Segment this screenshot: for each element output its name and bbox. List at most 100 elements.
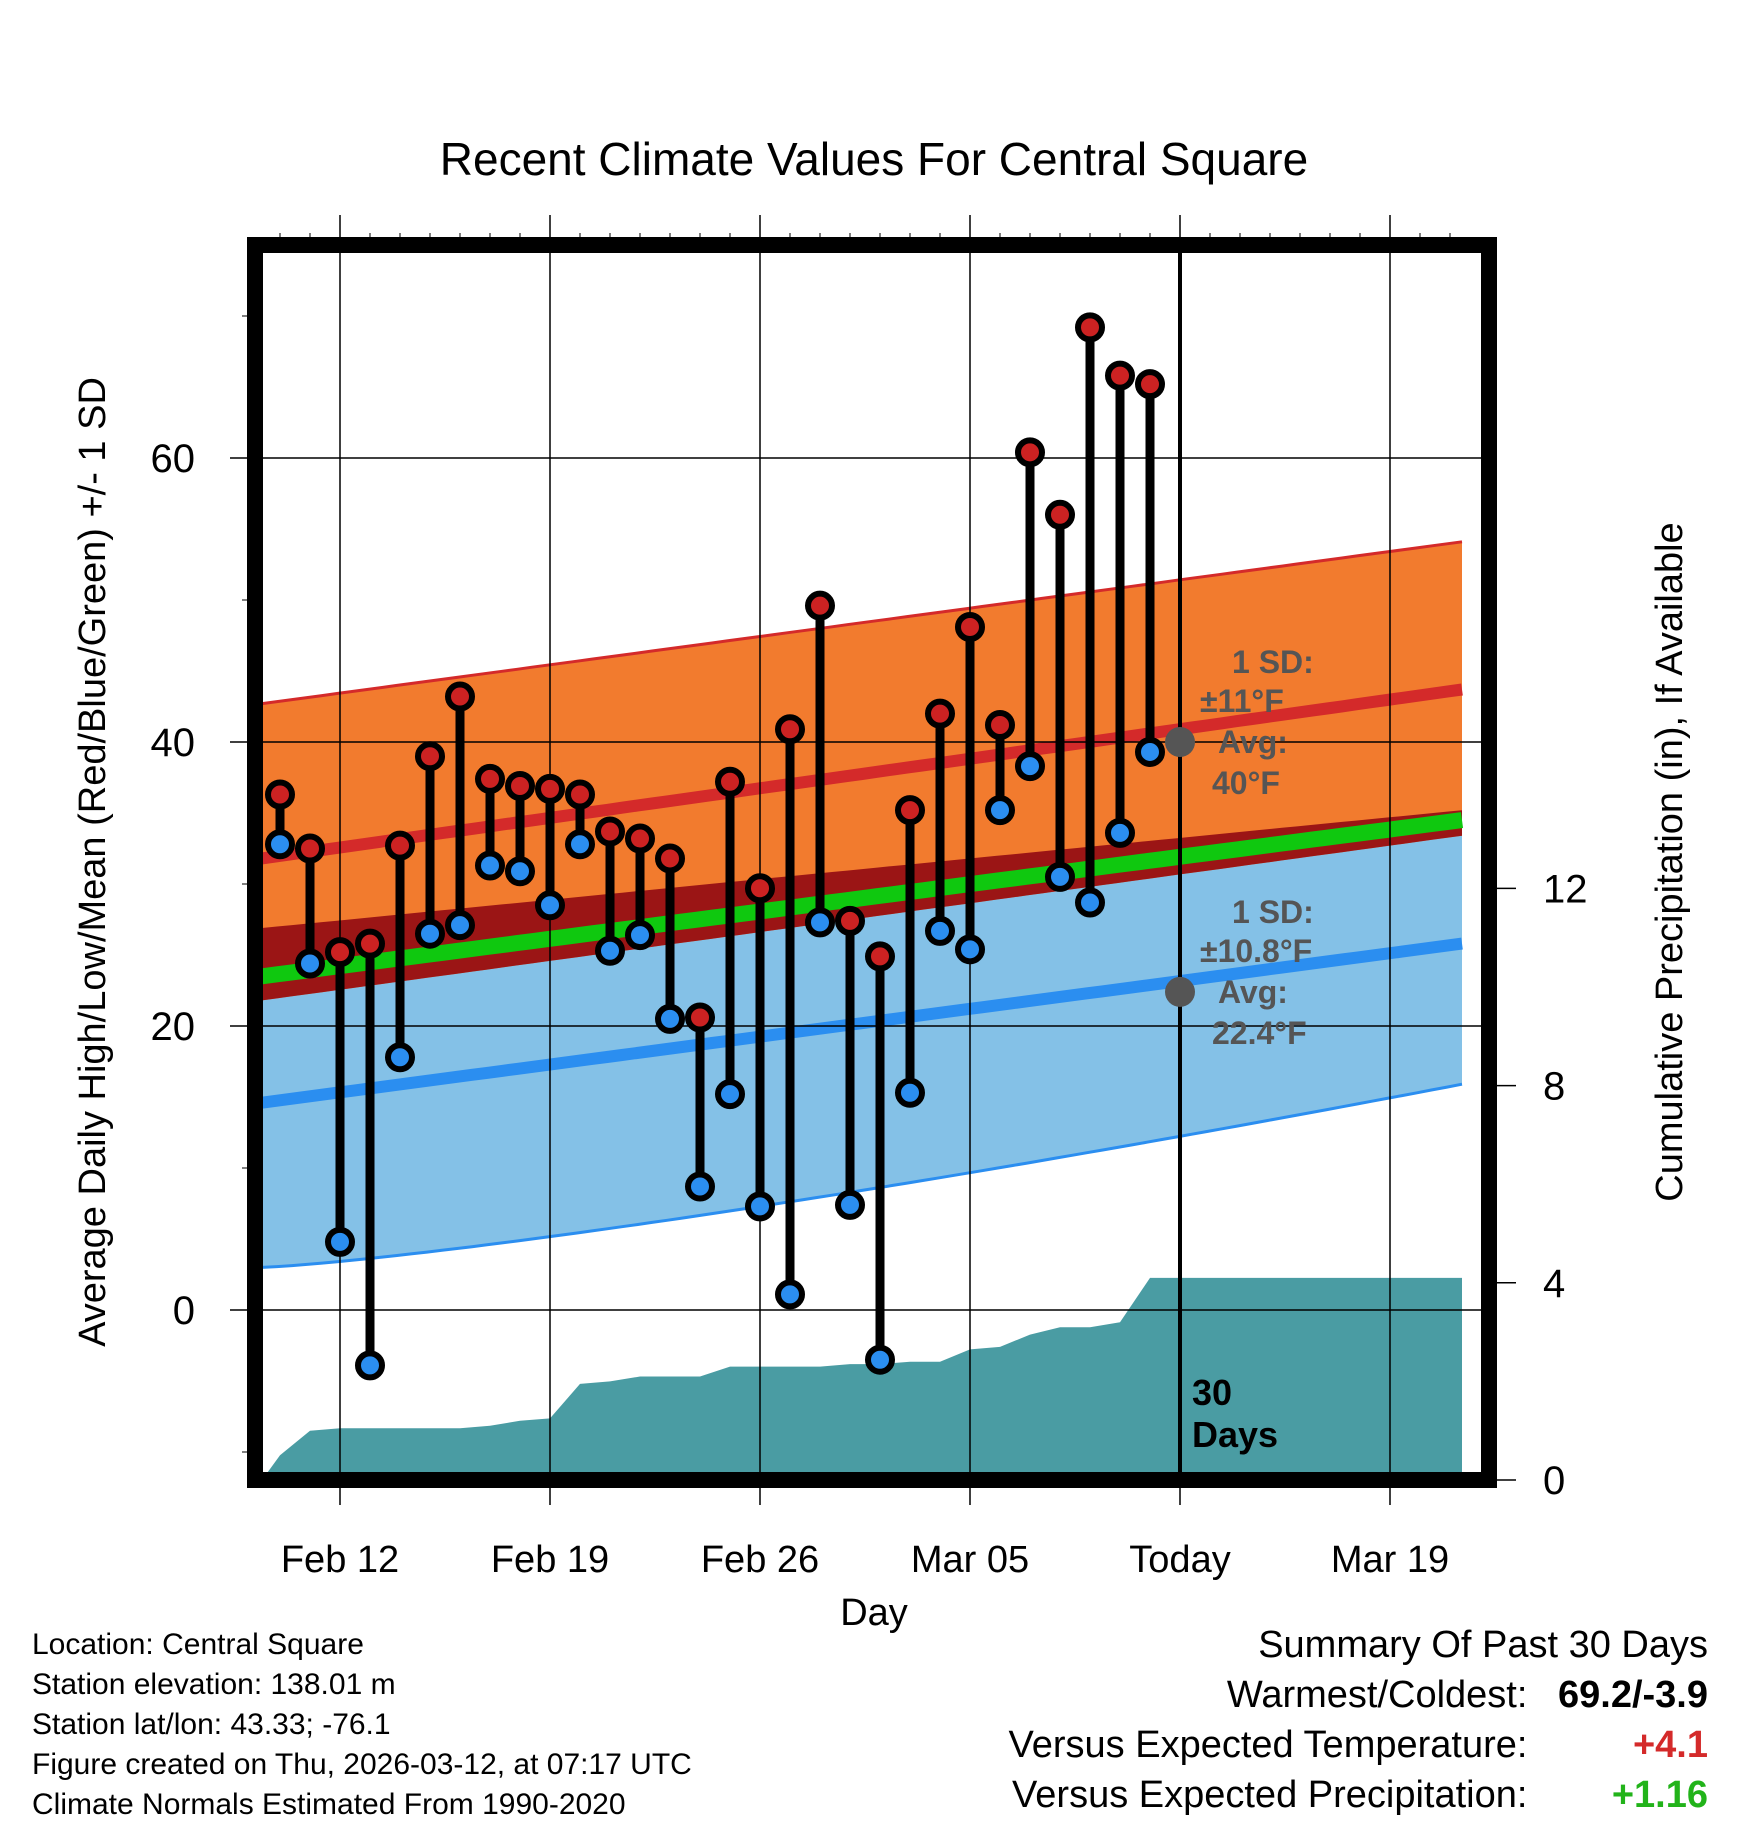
high-temp-point [1075,312,1105,343]
low-temp-point [655,1003,685,1034]
high-temp-point [835,905,865,936]
x-tick-label: Feb 12 [281,1539,399,1581]
low-temp-point [1015,751,1045,782]
high-temp-point [415,741,445,772]
low-temp-point [835,1189,865,1220]
high-temp-point [805,590,835,621]
high-temp-point [985,709,1015,740]
low-temp-point [955,934,985,965]
low-temp-point [865,1344,895,1375]
low-annotation-line-2: ±10.8°F [1200,933,1312,969]
high-temp-point [895,795,925,826]
high-temp-point [715,766,745,797]
high-temp-point [565,779,595,810]
high-temp-point [595,816,625,847]
high-temp-point [745,873,775,904]
high-annotation-line-2: ±11°F [1200,683,1284,719]
summary-temp-row: Versus Expected Temperature: +4.1 [1009,1720,1708,1770]
x-tick-label: Feb 19 [491,1539,609,1581]
high-temp-point [685,1002,715,1033]
low-annotation-line-1: 1 SD: [1232,894,1314,930]
low-temp-point [295,948,325,979]
high-temp-point [865,941,895,972]
location-text: Location: Central Square [32,1628,364,1661]
x-tick-label: Today [1129,1539,1230,1581]
high-temp-point [1045,499,1075,530]
low-temp-point [595,935,625,966]
low-avg-marker [1165,976,1195,1007]
temp-label: Versus Expected Temperature: [1008,1724,1528,1766]
x-tick-label: Feb 26 [701,1539,819,1581]
high-annotation-line-4: 40°F [1212,765,1280,801]
high-temp-point [445,681,475,712]
y2-tick-label: 0 [1543,1459,1565,1503]
low-temp-point [505,856,535,887]
low-temp-point [1075,887,1105,918]
x-tick-label: Mar 19 [1331,1539,1449,1581]
plot-area [262,540,1464,1475]
y2-tick-label: 12 [1543,867,1588,911]
low-temp-point [385,1042,415,1073]
high-temp-point [325,937,355,968]
x-axis-label: Day [840,1592,908,1634]
latlon-text: Station lat/lon: 43.33; -76.1 [32,1708,391,1741]
high-sd-upper-edge [262,540,1463,706]
created-text: Figure created on Thu, 2026-03-12, at 07… [32,1748,692,1781]
low-temp-point [1105,817,1135,848]
high-temp-point [295,833,325,864]
warmest-label: Warmest/Coldest: [1226,1674,1528,1716]
low-temp-point [415,918,445,949]
high-temp-point [655,843,685,874]
high-temp-point [775,714,805,745]
normals-text: Climate Normals Estimated From 1990-2020 [32,1788,626,1821]
low-temp-point [715,1079,745,1110]
low-temp-point [355,1350,385,1381]
high-temp-point [1105,360,1135,391]
axes: Feb 12 Feb 19 Feb 26 Mar 05 Today Mar 1902040… [151,215,1588,1581]
y-tick-label: 20 [151,1005,196,1049]
summary-title: Summary Of Past 30 Days [1258,1624,1708,1666]
low-annotation-line-4: 22.4°F [1212,1015,1307,1051]
high-temp-point [505,771,535,802]
low-annotation-line-3: Avg: [1218,974,1288,1010]
y-tick-label: 60 [151,437,196,481]
low-temp-point [775,1279,805,1310]
normal-low-line [262,937,1463,1109]
y2-axis-label: Cumulative Precipitation (in), If Availa… [1649,522,1691,1201]
precip-value: +1.16 [1611,1774,1708,1816]
high-annotation-line-1: 1 SD: [1232,644,1314,680]
low-temp-point [1045,861,1075,892]
today-days-label: Days [1192,1414,1278,1455]
high-temp-point [955,611,985,642]
low-temp-point [325,1226,355,1257]
low-temp-point [445,910,475,941]
low-temp-point [685,1171,715,1202]
y-axis-label: Average Daily High/Low/Mean (Red/Blue/Gr… [72,377,114,1347]
low-sd-lower-edge [262,1082,1463,1269]
low-temp-point [925,915,955,946]
low-temp-point [265,829,295,860]
summary-precip-row: Versus Expected Precipitation: +1.16 [1009,1770,1708,1820]
warmest-value: 69.2/-3.9 [1558,1674,1708,1716]
high-avg-marker [1165,727,1195,757]
high-temp-point [385,830,415,861]
high-temp-point [475,763,505,794]
low-temp-point [625,920,655,951]
precip-label: Versus Expected Precipitation: [1012,1774,1528,1816]
high-temp-point [925,698,955,729]
y-tick-label: 0 [173,1289,195,1333]
low-temp-point [985,795,1015,826]
y2-tick-label: 4 [1543,1262,1565,1306]
temp-value: +4.1 [1632,1724,1708,1766]
y2-tick-label: 8 [1543,1065,1565,1109]
high-temp-point [1135,369,1165,400]
low-temp-point [535,890,565,921]
x-tick-label: Mar 05 [911,1539,1029,1581]
high-annotation-line-3: Avg: [1218,724,1288,760]
high-temp-point [355,928,385,959]
summary-panel: Summary Of Past 30 Days Warmest/Coldest:… [1009,1620,1708,1820]
high-temp-point [1015,437,1045,468]
today-days-label: 30 [1192,1372,1232,1413]
